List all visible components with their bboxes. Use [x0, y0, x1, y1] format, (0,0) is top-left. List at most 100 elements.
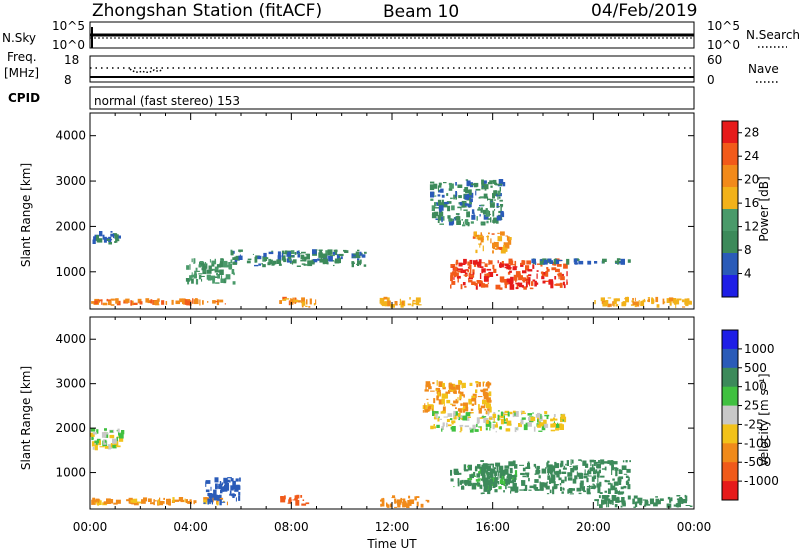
nave-label: Nave: [748, 62, 779, 76]
heatmap-cell: [593, 484, 595, 490]
heatmap-cell: [139, 301, 143, 305]
heatmap-cell: [495, 217, 499, 224]
colorbar-segment: [722, 231, 738, 254]
heatmap-cell: [450, 478, 454, 482]
heatmap-cell: [457, 397, 459, 403]
heatmap-cell: [430, 425, 434, 430]
heatmap-cell: [551, 474, 556, 481]
heatmap-cell: [486, 392, 489, 399]
heatmap-cell: [504, 413, 509, 416]
heatmap-cell: [666, 503, 672, 508]
heatmap-cell: [659, 498, 664, 501]
heatmap-cell: [115, 298, 119, 304]
heatmap-cell: [676, 298, 682, 301]
heatmap-cell: [433, 416, 437, 420]
heatmap-cell: [216, 501, 219, 506]
heatmap-cell: [567, 489, 569, 494]
heatmap-cell: [541, 276, 545, 280]
heatmap-cell: [232, 281, 236, 285]
heatmap-cell: [476, 417, 480, 423]
heatmap-cell: [296, 265, 301, 267]
heatmap-cell: [584, 469, 586, 474]
heatmap-cell: [555, 283, 561, 286]
heatmap-cell: [195, 267, 198, 271]
heatmap-cell: [499, 287, 503, 290]
heatmap-cell: [454, 269, 457, 274]
heatmap-cell: [449, 418, 453, 421]
heatmap-cell: [484, 408, 487, 411]
heatmap-cell: [522, 270, 527, 274]
heatmap-cell: [226, 501, 228, 506]
heatmap-cell: [292, 254, 294, 257]
heatmap-cell: [477, 396, 483, 398]
heatmap-cell: [303, 264, 309, 266]
heatmap-cell: [211, 262, 215, 267]
heatmap-cell: [523, 424, 528, 431]
heatmap-cell: [457, 472, 462, 475]
heatmap-cell: [527, 269, 533, 272]
heatmap-cell: [526, 474, 529, 478]
heatmap-cell: [161, 300, 165, 305]
heatmap-cell: [605, 480, 610, 483]
heatmap-cell: [207, 493, 210, 496]
heatmap-cell: [476, 482, 481, 485]
heatmap-cell: [586, 486, 592, 488]
heatmap-cell: [522, 467, 526, 472]
heatmap-cell: [496, 193, 499, 197]
heatmap-cell: [292, 499, 296, 501]
heatmap-cell: [490, 238, 492, 244]
heatmap-cell: [617, 491, 621, 495]
heatmap-cell: [620, 491, 625, 494]
heatmap-cell: [467, 261, 471, 266]
heatmap-cell: [498, 470, 502, 473]
heatmap-cell: [470, 268, 472, 275]
heatmap-cell: [116, 234, 119, 240]
heatmap-cell: [338, 257, 341, 264]
heatmap-cell: [210, 486, 212, 491]
heatmap-cell: [156, 299, 159, 304]
heatmap-cell: [492, 210, 495, 217]
heatmap-cell: [277, 255, 282, 261]
heatmap-cell: [529, 485, 535, 489]
heatmap-cell: [489, 478, 493, 485]
heatmap-cell: [198, 264, 202, 268]
heatmap-cell: [335, 249, 338, 256]
heatmap-cell: [439, 223, 444, 225]
velocity-y-axis-title: Slant Range [km]: [19, 366, 33, 470]
heatmap-cell: [500, 211, 504, 216]
heatmap-cell: [611, 469, 613, 475]
heatmap-cell: [282, 296, 287, 300]
heatmap-cell: [106, 501, 111, 504]
heatmap-cell: [185, 499, 188, 504]
heatmap-cell: [462, 407, 465, 413]
heatmap-cell: [448, 219, 454, 226]
heatmap-cell: [436, 388, 441, 394]
colorbar-segment: [722, 165, 738, 188]
heatmap-cell: [171, 299, 174, 305]
heatmap-cell: [247, 258, 252, 261]
beam-label: Beam 10: [383, 2, 459, 22]
heatmap-cell: [508, 479, 510, 485]
heatmap-cell: [430, 181, 435, 184]
heatmap-cell: [201, 279, 203, 282]
heatmap-cell: [681, 299, 685, 303]
heatmap-cell: [498, 210, 503, 214]
heatmap-cell: [611, 464, 614, 471]
heatmap-cell: [214, 270, 220, 273]
heatmap-cell: [463, 480, 467, 483]
heatmap-cell: [566, 279, 568, 285]
heatmap-cell: [477, 262, 480, 268]
heatmap-cell: [186, 265, 190, 270]
heatmap-cell: [499, 187, 501, 192]
heatmap-cell: [413, 300, 417, 302]
heatmap-cell: [431, 404, 434, 411]
heatmap-cell: [685, 298, 690, 303]
date-label: 04/Feb/2019: [591, 1, 697, 21]
heatmap-cell: [604, 490, 607, 493]
heatmap-cell: [472, 236, 476, 239]
heatmap-cell: [553, 485, 557, 487]
heatmap-cell: [512, 482, 517, 489]
heatmap-cell: [334, 258, 340, 264]
heatmap-cell: [102, 234, 105, 240]
heatmap-cell: [225, 479, 230, 482]
